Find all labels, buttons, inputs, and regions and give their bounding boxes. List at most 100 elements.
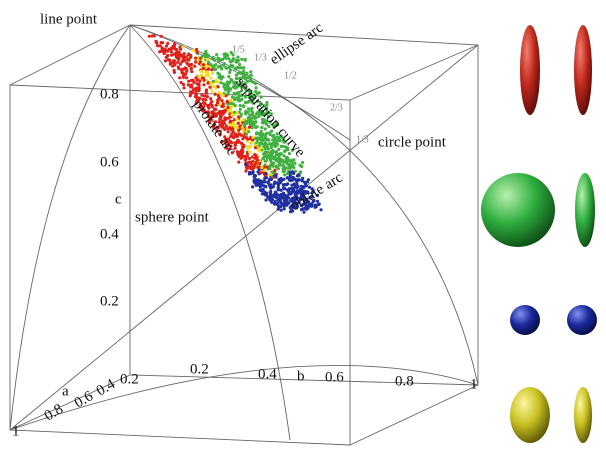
cloud-point <box>277 204 280 207</box>
cloud-point <box>241 137 244 140</box>
cloud-point <box>210 68 213 71</box>
cloud-point <box>195 51 198 54</box>
cloud-point <box>248 126 251 129</box>
cloud-point <box>206 58 209 61</box>
cloud-point <box>266 143 269 146</box>
label: ellipse arc <box>267 20 327 68</box>
cloud-point <box>239 157 242 160</box>
cloud-point <box>288 178 291 181</box>
cloud-point <box>224 66 227 69</box>
cloud-point <box>249 70 252 73</box>
cloud-point <box>158 50 161 53</box>
cloud-point <box>222 94 225 97</box>
cloud-point <box>242 104 245 107</box>
cloud-point <box>210 82 213 85</box>
cloud-point <box>242 70 245 73</box>
cloud-point <box>262 188 265 191</box>
cloud-point <box>264 137 267 140</box>
cloud-point <box>285 160 288 163</box>
cloud-point <box>267 139 270 142</box>
cloud-point <box>277 148 280 151</box>
cloud-point <box>280 145 283 148</box>
cloud-point <box>202 67 205 70</box>
cloud-point <box>257 183 260 186</box>
tick-label: 0.6 <box>100 154 119 170</box>
cloud-point <box>166 50 169 53</box>
cloud-point <box>239 115 242 118</box>
cloud-point <box>161 41 164 44</box>
arc-mark: 1/2 <box>284 70 297 81</box>
cloud-point <box>234 67 237 70</box>
tick-label: 1 <box>470 376 478 392</box>
cloud-point <box>239 104 242 107</box>
cloud-point <box>250 160 253 163</box>
cloud-point <box>233 111 236 114</box>
cloud-point <box>273 203 276 206</box>
cloud-point <box>240 58 243 61</box>
tick-label: 0.2 <box>190 361 209 377</box>
cloud-point <box>189 56 192 59</box>
cloud-point <box>319 208 322 211</box>
cloud-point <box>230 98 233 101</box>
cloud-point <box>182 76 185 79</box>
cloud-point <box>199 60 202 63</box>
tick-label: 0.6 <box>72 388 97 411</box>
cloud-point <box>269 194 272 197</box>
cloud-point <box>256 138 259 141</box>
cloud-point <box>264 150 267 153</box>
cloud-point <box>270 178 273 181</box>
cloud-point <box>299 171 302 174</box>
cloud-point <box>223 62 226 65</box>
cloud-point <box>168 59 171 62</box>
axis-label: a <box>62 383 69 399</box>
arc-mark: 2/3 <box>330 102 343 113</box>
cloud-point <box>314 203 317 206</box>
cloud-point <box>195 79 198 82</box>
cloud-point <box>180 53 183 56</box>
cloud-point <box>207 67 210 70</box>
cloud-point <box>160 35 163 38</box>
cloud-point <box>187 52 190 55</box>
cloud-point <box>237 122 240 125</box>
cloud-point <box>194 87 197 90</box>
arc-mark: 1/3 <box>254 52 267 63</box>
cloud-point <box>217 91 220 94</box>
cloud-point <box>231 128 234 131</box>
cloud-point <box>245 72 248 75</box>
cloud-point <box>183 86 186 89</box>
cloud-point <box>180 68 183 71</box>
ellipsoids <box>481 25 597 443</box>
arc-mark: 1/3 <box>356 134 369 145</box>
cloud-point <box>190 70 193 73</box>
cloud-point <box>246 145 249 148</box>
cloud-point <box>274 174 277 177</box>
cloud-point <box>200 70 203 73</box>
cloud-point <box>254 178 257 181</box>
cloud-point <box>283 199 286 202</box>
cloud-point <box>271 134 274 137</box>
cloud-point <box>240 66 243 69</box>
cloud-point <box>205 90 208 93</box>
cloud-point <box>270 146 273 149</box>
cloud-point <box>194 92 197 95</box>
tick-label: 0.6 <box>325 369 344 385</box>
cloud-point <box>277 186 280 189</box>
cloud-point <box>292 187 295 190</box>
cloud-point <box>285 183 288 186</box>
cloud-point <box>235 118 238 121</box>
figure: line point ellipse arc separation curve … <box>0 0 606 455</box>
cloud-point <box>185 67 188 70</box>
cloud-point <box>197 89 200 92</box>
cloud-point <box>224 109 227 112</box>
cloud-point <box>177 57 180 60</box>
cloud-point <box>292 172 295 175</box>
cloud-point <box>229 109 232 112</box>
cloud-point <box>248 172 251 175</box>
cloud-point <box>283 154 286 157</box>
tick-label: 0.2 <box>120 371 139 387</box>
cloud-point <box>301 161 304 164</box>
cloud-point <box>273 181 276 184</box>
cloud-point <box>274 196 277 199</box>
cloud-point <box>263 169 266 172</box>
cloud-point <box>302 211 305 214</box>
